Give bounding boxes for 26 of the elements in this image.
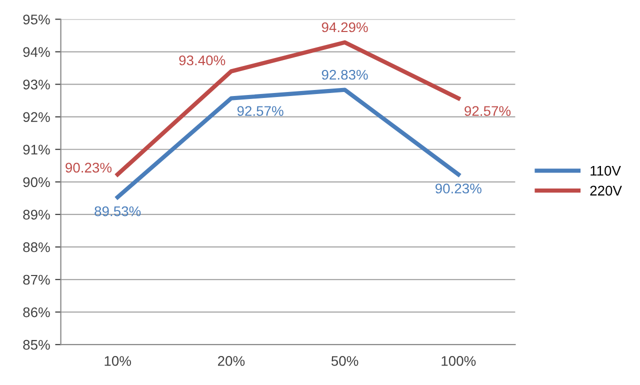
data-label: 92.83% <box>322 70 368 80</box>
x-tick-label: 10% <box>104 356 132 366</box>
data-label: 92.57% <box>237 106 284 116</box>
x-tick-label: 20% <box>218 356 245 366</box>
y-tick-label: 92% <box>23 112 50 122</box>
data-label: 94.29% <box>322 22 368 32</box>
x-tick-label: 50% <box>331 356 358 366</box>
y-tick-label: 95% <box>23 14 50 24</box>
line-series <box>116 40 460 177</box>
data-label: 89.53% <box>94 206 141 216</box>
data-label: 90.23% <box>436 184 482 194</box>
data-label: 90.23% <box>66 162 112 173</box>
data-label: 92.57% <box>464 106 511 116</box>
y-tick-label: 87% <box>23 274 50 285</box>
data-label: 93.40% <box>179 55 226 66</box>
y-tick-label: 94% <box>23 47 50 57</box>
y-tick-label: 89% <box>23 210 50 220</box>
y-tick-label: 93% <box>23 80 50 90</box>
y-tick-label: 85% <box>23 340 50 350</box>
y-tick-label: 86% <box>23 307 50 318</box>
y-tick-label: 88% <box>23 242 50 252</box>
y-tick-label: 90% <box>23 177 50 188</box>
legend-label: 110V <box>590 166 621 176</box>
legend-label: 220V <box>590 186 622 196</box>
x-tick-label: 100% <box>442 356 476 366</box>
y-tick-label: 91% <box>23 144 50 155</box>
